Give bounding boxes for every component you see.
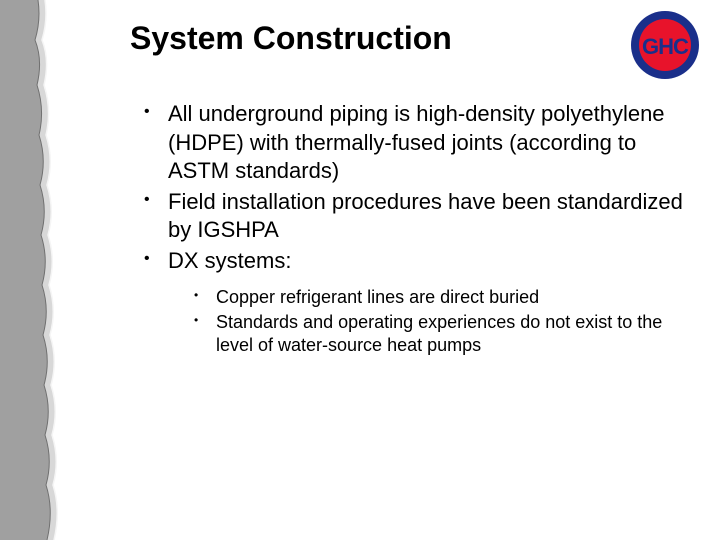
svg-text:GHC: GHC [642,34,689,59]
left-torn-edge [0,0,80,540]
sub-bullet-list: Copper refrigerant lines are direct buri… [190,286,690,358]
main-bullet-list: All underground piping is high-density p… [140,100,690,358]
sub-bullet-item: Copper refrigerant lines are direct buri… [190,286,690,309]
sub-bullet-item: Standards and operating experiences do n… [190,311,690,358]
bullet-item: DX systems: Copper refrigerant lines are… [140,247,690,358]
sub-bullet-text: Standards and operating experiences do n… [216,312,662,355]
bullet-text: DX systems: [168,248,291,273]
bullet-text: All underground piping is high-density p… [168,101,665,183]
bullet-item: All underground piping is high-density p… [140,100,690,186]
content-area: All underground piping is high-density p… [140,100,690,360]
bullet-item: Field installation procedures have been … [140,188,690,245]
bullet-text: Field installation procedures have been … [168,189,683,243]
page-title: System Construction [130,20,452,57]
sub-bullet-text: Copper refrigerant lines are direct buri… [216,287,539,307]
ghc-logo: GHC [630,10,700,80]
